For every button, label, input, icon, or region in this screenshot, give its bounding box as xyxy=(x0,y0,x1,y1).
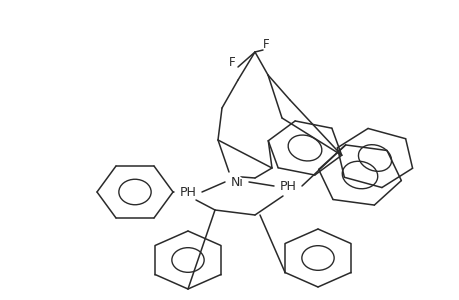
Text: F: F xyxy=(228,56,235,68)
Text: Ni: Ni xyxy=(230,176,243,188)
Text: PH: PH xyxy=(279,179,296,193)
Text: F: F xyxy=(262,38,269,52)
Text: PH: PH xyxy=(179,185,196,199)
